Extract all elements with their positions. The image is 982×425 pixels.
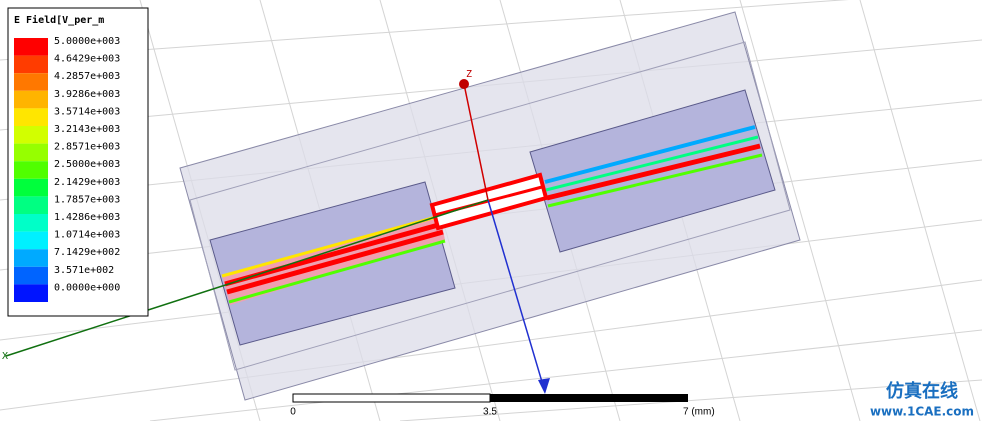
legend-label: 3.2143e+003 (54, 124, 120, 135)
legend-label: 3.9286e+003 (54, 89, 120, 100)
legend-label: 7.1429e+002 (54, 247, 120, 258)
legend-swatch (14, 55, 48, 74)
legend-swatch (14, 161, 48, 179)
legend-label: 5.0000e+003 (54, 36, 120, 47)
scale-label: 3.5 (483, 407, 497, 418)
legend-label: 2.8571e+003 (54, 142, 120, 153)
legend-label: 4.2857e+003 (54, 71, 120, 82)
watermark: 仿真在线 www.1CAE.com (870, 380, 974, 419)
axis-label: X (2, 351, 8, 362)
axis-label: Z (466, 69, 472, 80)
legend-label: 4.6429e+003 (54, 54, 120, 65)
legend-label: 1.4286e+003 (54, 212, 120, 223)
legend-swatch (14, 231, 48, 250)
legend: E Field[V_per_m 5.0000e+003 4.6429e+003 4.… (7, 7, 149, 317)
legend-swatch (14, 73, 48, 91)
legend-swatch (14, 143, 48, 162)
watermark-url: www.1CAE.com (870, 405, 974, 419)
scale-bar: 0 3.5 7 (mm) (290, 393, 715, 418)
legend-swatch (14, 266, 48, 285)
watermark-title: 仿真在线 (886, 380, 958, 402)
legend-swatch (14, 249, 48, 267)
legend-label: 2.5000e+003 (54, 159, 120, 170)
legend-swatch (14, 214, 48, 232)
legend-label: 3.571e+002 (54, 265, 114, 276)
legend-label: 1.7857e+003 (54, 194, 120, 205)
legend-swatch (14, 284, 48, 302)
legend-swatch (14, 38, 48, 56)
legend-label: 1.0714e+003 (54, 230, 120, 241)
legend-swatch (14, 90, 48, 109)
legend-title: E Field[V_per_m (14, 14, 104, 26)
legend-swatch (14, 178, 48, 197)
axes-triad: Z X (2, 69, 550, 394)
scale-label: 7 (mm) (683, 407, 715, 418)
legend-label: 2.1429e+003 (54, 177, 120, 188)
legend-label: 0.0000e+000 (54, 282, 120, 293)
legend-label: 3.5714e+003 (54, 106, 120, 117)
legend-swatch (14, 108, 48, 126)
legend-swatch (14, 126, 48, 144)
legend-swatch (14, 196, 48, 214)
scale-label: 0 (290, 407, 296, 418)
